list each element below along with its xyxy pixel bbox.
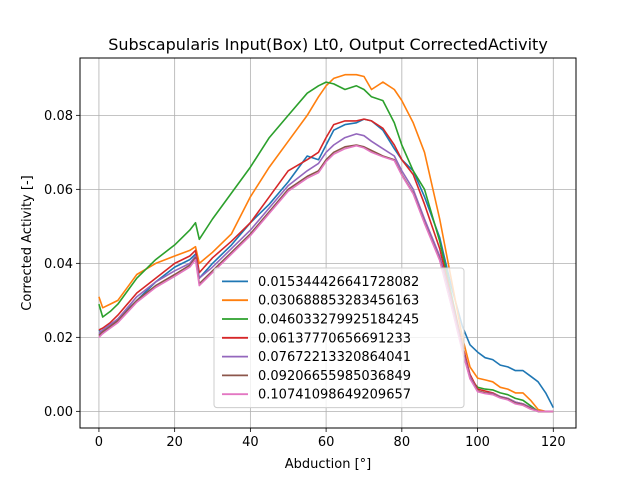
legend-box: [213, 267, 465, 409]
x-tick-label: 0: [95, 435, 103, 450]
legend-entry: 0.07672213320864041: [258, 350, 411, 365]
legend: 0.015344426641728082 0.030688853283456163…: [213, 267, 465, 409]
x-axis-label: Abduction [°]: [285, 457, 371, 472]
legend-entry: 0.015344426641728082: [258, 275, 419, 290]
y-tick-label: 0.08: [44, 109, 73, 124]
x-tick-label: 60: [318, 435, 335, 450]
legend-entry: 0.046033279925184245: [258, 313, 419, 328]
y-tick-label: 0.06: [44, 183, 73, 198]
y-tick-label: 0.04: [44, 257, 73, 272]
legend-entry: 0.030688853283456163: [258, 294, 419, 309]
x-tick-label: 120: [541, 435, 566, 450]
x-tick-label: 80: [394, 435, 411, 450]
legend-entry: 0.06137770656691233: [258, 331, 411, 346]
grid-lines: [80, 58, 576, 428]
plot-frame: [79, 57, 577, 429]
chart-title: Subscapularis Input(Box) Lt0, Output Cor…: [108, 35, 548, 54]
axis-ticks: 0 20 40 60 80 100 120 0.00 0.02 0.04 0.06 0.08: [44, 109, 566, 450]
series-line-2: [98, 73, 554, 413]
legend-entry: 0.10741098649209657: [258, 388, 411, 403]
x-tick-label: 20: [166, 435, 183, 450]
series-layer: [98, 73, 555, 413]
series-line-7: [98, 144, 554, 413]
y-tick-label: 0.00: [44, 405, 73, 420]
x-tick-label: 100: [465, 435, 490, 450]
y-axis-label: Corrected Activity [-]: [20, 175, 35, 310]
y-tick-label: 0.02: [44, 331, 73, 346]
legend-entry: 0.09206655985036849: [258, 369, 411, 384]
series-line-3: [98, 81, 554, 413]
x-tick-label: 40: [242, 435, 259, 450]
